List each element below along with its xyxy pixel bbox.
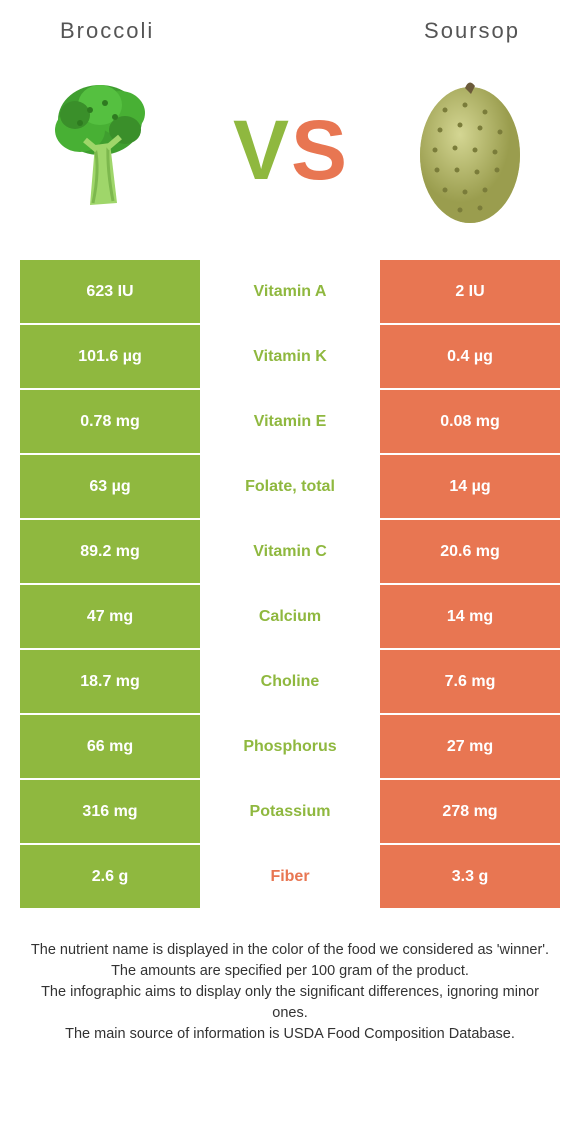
cell-right-value: 20.6 mg [380, 520, 560, 583]
cell-right-value: 2 IU [380, 260, 560, 323]
cell-left-value: 89.2 mg [20, 520, 200, 583]
cell-right-value: 3.3 g [380, 845, 560, 908]
cell-left-value: 2.6 g [20, 845, 200, 908]
cell-right-value: 0.4 µg [380, 325, 560, 388]
cell-nutrient-label: Vitamin C [200, 520, 380, 583]
cell-left-value: 316 mg [20, 780, 200, 843]
cell-left-value: 623 IU [20, 260, 200, 323]
table-row: 89.2 mgVitamin C20.6 mg [20, 520, 560, 585]
cell-left-value: 0.78 mg [20, 390, 200, 453]
table-row: 101.6 µgVitamin K0.4 µg [20, 325, 560, 390]
cell-right-value: 278 mg [380, 780, 560, 843]
title-left: Broccoli [60, 18, 154, 44]
footer-line: The nutrient name is displayed in the co… [28, 940, 552, 961]
cell-nutrient-label: Calcium [200, 585, 380, 648]
footer-line: The main source of information is USDA F… [28, 1024, 552, 1045]
table-row: 18.7 mgCholine7.6 mg [20, 650, 560, 715]
table-row: 63 µgFolate, total14 µg [20, 455, 560, 520]
cell-right-value: 14 µg [380, 455, 560, 518]
table-row: 0.78 mgVitamin E0.08 mg [20, 390, 560, 455]
header-row: Broccoli Soursop [0, 0, 580, 50]
cell-left-value: 18.7 mg [20, 650, 200, 713]
vs-v-letter: V [233, 108, 289, 192]
table-row: 47 mgCalcium14 mg [20, 585, 560, 650]
cell-left-value: 47 mg [20, 585, 200, 648]
table-row: 2.6 gFiber3.3 g [20, 845, 560, 910]
cell-nutrient-label: Vitamin A [200, 260, 380, 323]
hero-row: V S [0, 50, 580, 260]
cell-nutrient-label: Potassium [200, 780, 380, 843]
footer-notes: The nutrient name is displayed in the co… [0, 910, 580, 1045]
footer-line: The amounts are specified per 100 gram o… [28, 961, 552, 982]
cell-right-value: 0.08 mg [380, 390, 560, 453]
cell-right-value: 7.6 mg [380, 650, 560, 713]
broccoli-icon [40, 70, 180, 230]
vs-label: V S [233, 108, 347, 192]
cell-right-value: 14 mg [380, 585, 560, 648]
table-row: 623 IUVitamin A2 IU [20, 260, 560, 325]
table-row: 316 mgPotassium278 mg [20, 780, 560, 845]
cell-left-value: 63 µg [20, 455, 200, 518]
cell-left-value: 66 mg [20, 715, 200, 778]
title-right: Soursop [424, 18, 520, 44]
cell-nutrient-label: Phosphorus [200, 715, 380, 778]
footer-line: The infographic aims to display only the… [28, 982, 552, 1024]
cell-right-value: 27 mg [380, 715, 560, 778]
cell-nutrient-label: Vitamin E [200, 390, 380, 453]
cell-nutrient-label: Vitamin K [200, 325, 380, 388]
vs-s-letter: S [291, 108, 347, 192]
cell-left-value: 101.6 µg [20, 325, 200, 388]
soursop-icon [400, 70, 540, 230]
cell-nutrient-label: Fiber [200, 845, 380, 908]
cell-nutrient-label: Choline [200, 650, 380, 713]
comparison-table: 623 IUVitamin A2 IU101.6 µgVitamin K0.4 … [0, 260, 580, 910]
table-row: 66 mgPhosphorus27 mg [20, 715, 560, 780]
cell-nutrient-label: Folate, total [200, 455, 380, 518]
